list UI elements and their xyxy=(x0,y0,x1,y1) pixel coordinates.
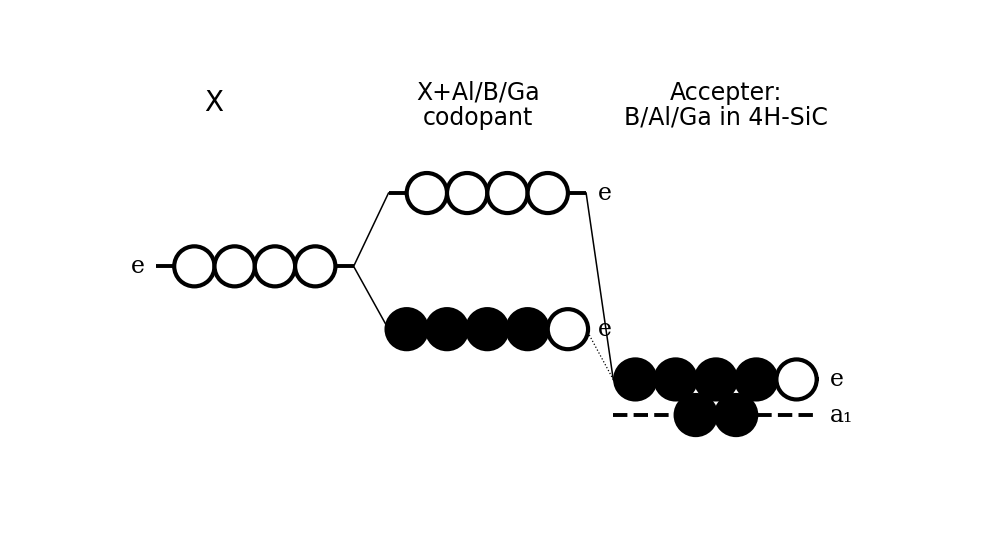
Ellipse shape xyxy=(407,173,447,213)
Ellipse shape xyxy=(487,173,528,213)
Ellipse shape xyxy=(528,173,568,213)
Ellipse shape xyxy=(615,360,655,399)
Ellipse shape xyxy=(174,246,215,286)
Text: a₁: a₁ xyxy=(830,404,854,426)
Ellipse shape xyxy=(427,309,467,349)
Ellipse shape xyxy=(447,173,487,213)
Ellipse shape xyxy=(716,395,756,435)
Text: codopant: codopant xyxy=(422,106,533,129)
Text: Accepter:: Accepter: xyxy=(669,81,782,104)
Ellipse shape xyxy=(215,246,255,286)
Text: X: X xyxy=(205,89,224,117)
Ellipse shape xyxy=(676,395,716,435)
Text: e: e xyxy=(830,368,844,391)
Ellipse shape xyxy=(467,309,507,349)
Ellipse shape xyxy=(655,360,696,399)
Ellipse shape xyxy=(507,309,548,349)
Ellipse shape xyxy=(776,360,817,399)
Text: X+Al/B/Ga: X+Al/B/Ga xyxy=(416,81,539,104)
Ellipse shape xyxy=(736,360,776,399)
Ellipse shape xyxy=(696,360,736,399)
Ellipse shape xyxy=(548,309,588,349)
Ellipse shape xyxy=(387,309,427,349)
Text: e: e xyxy=(598,182,612,205)
Text: B/Al/Ga in 4H-SiC: B/Al/Ga in 4H-SiC xyxy=(624,106,828,129)
Text: e: e xyxy=(598,318,612,341)
Text: e: e xyxy=(130,255,144,278)
Ellipse shape xyxy=(295,246,335,286)
Ellipse shape xyxy=(255,246,295,286)
